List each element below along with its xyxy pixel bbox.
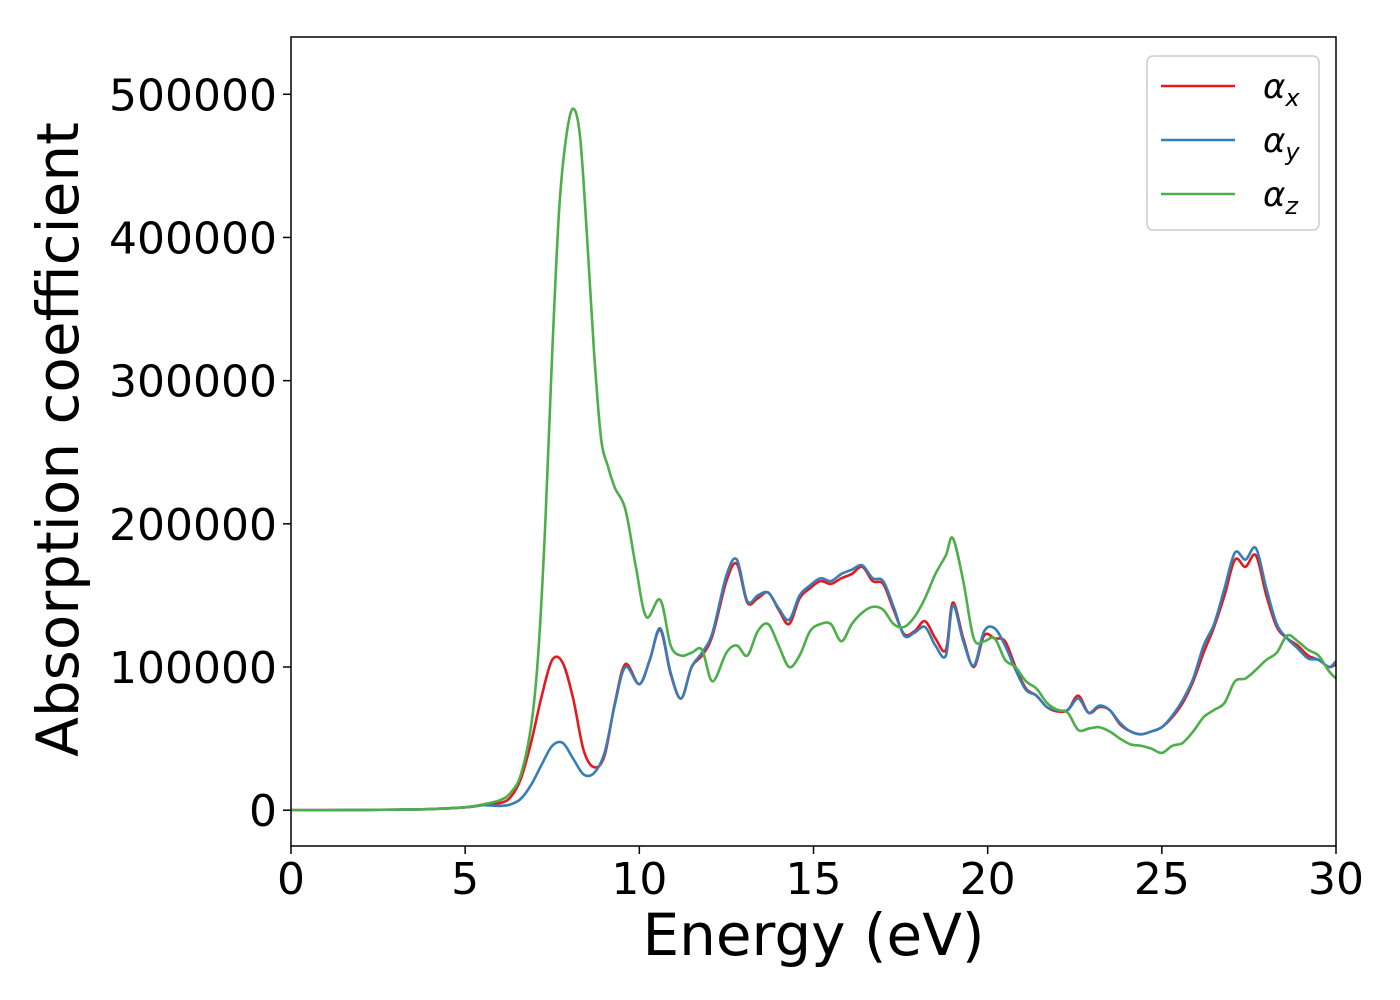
legend-entry-x: αx bbox=[1263, 67, 1300, 112]
x-tick-label: 0 bbox=[277, 854, 305, 905]
y-tick-label: 100000 bbox=[109, 643, 277, 694]
series-line-y bbox=[291, 545, 1336, 812]
series-layer bbox=[291, 107, 1336, 812]
series-line-x bbox=[291, 553, 1336, 812]
y-tick-label: 400000 bbox=[109, 213, 277, 264]
legend-box bbox=[1146, 55, 1320, 231]
x-axis-ticks: 0 5 10 15 20 25 30 bbox=[277, 846, 1364, 905]
x-tick-label: 10 bbox=[611, 854, 667, 905]
legend-entry-z: αz bbox=[1263, 175, 1299, 220]
y-axis-label: Absorption coefficient bbox=[24, 122, 92, 757]
x-tick-label: 15 bbox=[786, 854, 842, 905]
y-tick-label: 0 bbox=[249, 786, 277, 837]
y-tick-label: 300000 bbox=[109, 357, 277, 408]
series-line-z bbox=[291, 107, 1336, 812]
y-tick-label: 200000 bbox=[109, 500, 277, 551]
x-tick-label: 20 bbox=[960, 854, 1016, 905]
y-tick-label: 500000 bbox=[109, 70, 277, 121]
y-axis-ticks: 0 100000 200000 300000 400000 500000 bbox=[109, 70, 291, 837]
legend-entry-y: αy bbox=[1263, 121, 1300, 166]
x-tick-label: 25 bbox=[1134, 854, 1190, 905]
x-tick-label: 5 bbox=[451, 854, 479, 905]
x-axis-label: Energy (eV) bbox=[642, 901, 984, 969]
x-tick-label: 30 bbox=[1308, 854, 1364, 905]
legend: αx αy αz bbox=[1146, 55, 1320, 231]
